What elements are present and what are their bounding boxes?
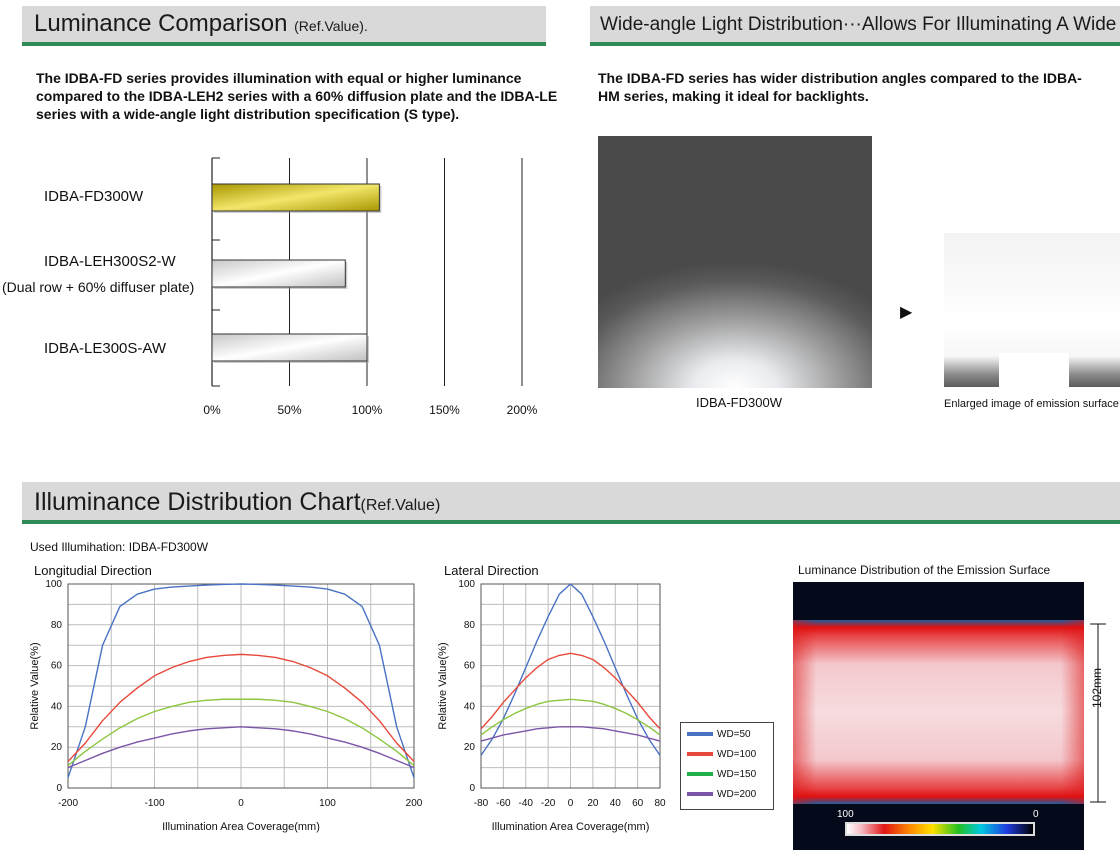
lateral-chart: 0 20 40 60 80 100 -80 -60 -40 -20 0 20 40 60 80 Illumin…: [437, 579, 666, 833]
wide-angle-description: The IDBA-FD series has wider distributio…: [598, 70, 1082, 104]
legend-item-wd150: WD=150: [687, 769, 756, 780]
x-tick-label: 80: [654, 798, 666, 809]
bar-tick-label: 150%: [429, 403, 460, 417]
series-wd-200: [480, 726, 661, 742]
x-tick-label: -200: [58, 798, 78, 809]
legend-item-wd100: WD=100: [687, 749, 756, 760]
series-wd-150: [480, 698, 661, 736]
y-tick-label: 80: [464, 620, 476, 631]
x-tick-label: 40: [610, 798, 622, 809]
series-wd-100: [67, 653, 415, 762]
emission-surface-glow: [999, 353, 1069, 387]
x-tick-label: 0: [238, 798, 244, 809]
y-tick-label: 40: [464, 701, 476, 712]
legend-label-wd200: WD=200: [717, 789, 757, 800]
arrow-icon: ▶: [900, 304, 913, 321]
luminance-header: Luminance Comparison (Ref.Value).: [22, 6, 546, 46]
series-wd-50: [67, 583, 415, 779]
y-tick-label: 0: [469, 783, 475, 794]
x-tick-label: -60: [496, 798, 511, 809]
fd300w-photo-caption: IDBA-FD300W: [696, 395, 782, 410]
y-tick-label: 60: [51, 661, 63, 672]
x-tick-label: 0: [568, 798, 574, 809]
bar-sublabel-leh300s2: (Dual row + 60% diffuser plate): [2, 279, 195, 295]
lateral-title: Lateral Direction: [444, 563, 539, 578]
bar-label-fd300w: IDBA-FD300W: [44, 188, 144, 205]
heatmap-colorbar: [845, 822, 1035, 836]
x-tick-label: 60: [632, 798, 644, 809]
longitudinal-chart: 0 20 40 60 80 100 -200 -100 0 100 200 Illumination …: [29, 579, 423, 833]
bar-idba-le300s-aw: [211, 333, 368, 362]
x-tick-label: -20: [541, 798, 556, 809]
longitudinal-title: Longitudial Direction: [34, 563, 152, 578]
legend-item-wd200: WD=200: [687, 789, 756, 800]
luminance-title: Luminance Comparison (Ref.Value).: [34, 10, 368, 38]
x-tick-label: 20: [587, 798, 599, 809]
wide-angle-title: Wide-angle Light Distribution···Allows F…: [600, 14, 1120, 35]
heatmap-emission-band: [793, 620, 1084, 804]
y-axis-label: Relative Value(%): [437, 642, 449, 729]
x-tick-label: -80: [474, 798, 489, 809]
series-wd-150: [67, 698, 415, 767]
x-tick-label: -100: [144, 798, 164, 809]
x-axis-label: Illumination Area Coverage(mm): [492, 821, 650, 833]
chart-legend: WD=50 WD=100 WD=150 WD=200: [680, 722, 774, 810]
heatmap-scale-max: 100: [837, 809, 854, 820]
fd300w-photo: [598, 136, 872, 388]
y-tick-label: 40: [51, 701, 63, 712]
x-tick-label: 200: [406, 798, 423, 809]
emission-surface-photo: [944, 233, 1120, 387]
used-illumination: Used Illumihation: IDBA-FD300W: [30, 540, 209, 554]
legend-swatch-wd150: [687, 772, 713, 777]
y-axis-label: Relative Value(%): [29, 642, 41, 729]
dimension-label: 102mm: [1090, 667, 1104, 708]
dimension-marker: [1090, 623, 1106, 803]
y-tick-label: 60: [464, 661, 476, 672]
legend-swatch-wd200: [687, 792, 713, 797]
legend-label-wd50: WD=50: [717, 729, 751, 740]
x-axis-label: Illumination Area Coverage(mm): [162, 821, 320, 833]
illuminance-title: Illuminance Distribution Chart(Ref.Value…: [34, 488, 440, 517]
legend-label-wd100: WD=100: [717, 749, 757, 760]
heatmap-scale-min: 0: [1033, 809, 1039, 820]
bar-label-leh300s2: IDBA-LEH300S2-W: [44, 253, 176, 270]
illuminance-header: Illuminance Distribution Chart(Ref.Value…: [22, 482, 1120, 524]
y-tick-label: 100: [458, 579, 475, 590]
luminance-description: The IDBA-FD series provides illumination…: [36, 70, 558, 122]
legend-item-wd50: WD=50: [687, 729, 751, 740]
y-tick-label: 100: [45, 579, 62, 590]
bar-tick-label: 50%: [277, 403, 301, 417]
legend-swatch-wd100: [687, 752, 713, 757]
illuminance-title-note: (Ref.Value): [360, 497, 441, 514]
series-wd-200: [67, 726, 415, 769]
bar-idba-fd300w: [211, 183, 380, 212]
wide-angle-header: Wide-angle Light Distribution···Allows F…: [590, 6, 1120, 46]
y-tick-label: 20: [51, 742, 63, 753]
x-tick-label: 100: [319, 798, 336, 809]
legend-swatch-wd50: [687, 732, 713, 737]
y-tick-label: 0: [56, 783, 62, 794]
bar-tick-label: 100%: [352, 403, 383, 417]
luminance-title-text: Luminance Comparison: [34, 10, 288, 37]
bar-tick-label: 0%: [203, 403, 221, 417]
bar-tick-label: 200%: [507, 403, 538, 417]
enlarged-caption: Enlarged image of emission surface: [944, 398, 1119, 410]
luminance-bar-chart: 0% 50% 100% 150% 200%: [203, 157, 538, 417]
luminance-title-note: (Ref.Value).: [294, 18, 368, 34]
luminance-heatmap: 100 0: [793, 582, 1084, 850]
bar-label-le300s: IDBA-LE300S-AW: [44, 340, 166, 357]
series-wd-50: [480, 583, 661, 756]
heatmap-title: Luminance Distribution of the Emission S…: [798, 563, 1051, 577]
legend-label-wd150: WD=150: [717, 769, 757, 780]
illuminance-title-text: Illuminance Distribution Chart: [34, 488, 361, 516]
bar-idba-leh300s2-w: [211, 259, 346, 288]
y-tick-label: 20: [464, 742, 476, 753]
series-wd-100: [480, 652, 661, 730]
x-tick-label: -40: [519, 798, 534, 809]
y-tick-label: 80: [51, 620, 63, 631]
